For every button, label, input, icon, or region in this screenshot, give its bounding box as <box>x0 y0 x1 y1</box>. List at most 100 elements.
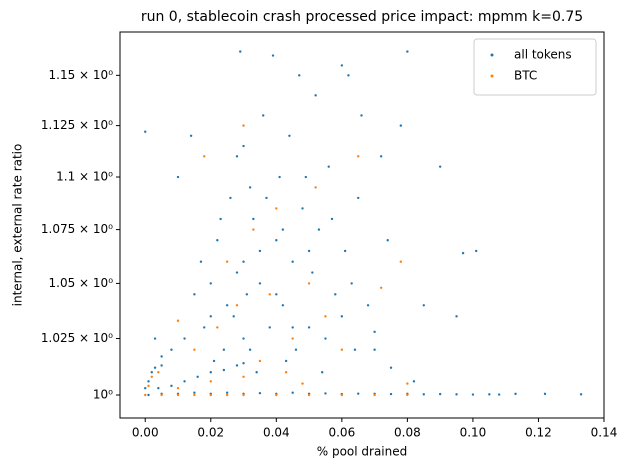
point <box>193 393 196 397</box>
point <box>150 375 153 378</box>
point <box>275 293 278 296</box>
point <box>147 380 150 383</box>
point <box>160 364 163 367</box>
point <box>176 386 180 390</box>
legend-marker <box>490 74 494 78</box>
point <box>209 380 212 383</box>
point <box>160 355 163 358</box>
point <box>147 393 150 397</box>
point <box>242 144 245 148</box>
point <box>488 393 491 396</box>
point <box>373 348 376 351</box>
point <box>258 249 262 253</box>
point <box>399 124 403 127</box>
legend-box <box>473 38 597 96</box>
point <box>222 368 226 372</box>
point <box>225 260 229 263</box>
point <box>150 371 153 374</box>
point <box>406 382 409 385</box>
point <box>455 393 458 396</box>
point <box>461 251 465 255</box>
point <box>330 217 334 221</box>
point <box>301 382 304 385</box>
y-tick-label: 1.025 × 10⁰ <box>41 331 113 345</box>
y-tick-label: 1.075 × 10⁰ <box>41 222 113 236</box>
point <box>311 271 314 274</box>
point <box>199 260 203 263</box>
x-tick-label: 0.12 <box>525 426 552 440</box>
point <box>373 330 376 334</box>
x-tick-label: 0.08 <box>394 426 421 440</box>
point <box>216 239 219 242</box>
point <box>275 239 278 242</box>
x-tick-label: 0.04 <box>263 426 290 440</box>
point <box>265 196 268 200</box>
point <box>242 375 245 378</box>
point <box>144 130 147 133</box>
point <box>307 393 311 397</box>
point <box>225 391 229 394</box>
point <box>298 74 301 77</box>
legend-marker <box>490 53 494 57</box>
point <box>389 392 393 396</box>
point <box>235 155 239 158</box>
point <box>255 371 258 374</box>
point <box>334 293 337 296</box>
point <box>153 366 157 369</box>
point <box>242 393 245 397</box>
point <box>242 260 245 263</box>
point <box>340 315 344 318</box>
point <box>216 326 219 329</box>
point <box>314 186 317 189</box>
point <box>543 392 547 396</box>
point <box>183 380 186 383</box>
y-tick-label: 1.15 × 10⁰ <box>49 68 114 82</box>
point <box>225 304 229 307</box>
point <box>209 315 212 318</box>
point <box>147 384 150 388</box>
y-tick-label: 1.05 × 10⁰ <box>49 276 114 290</box>
point <box>281 228 285 231</box>
point <box>301 207 304 210</box>
point <box>203 326 206 329</box>
point <box>235 304 239 307</box>
point <box>183 337 186 340</box>
point <box>248 348 252 351</box>
point <box>314 94 317 97</box>
point <box>320 371 324 374</box>
point <box>471 393 475 396</box>
x-tick-label: 0.14 <box>591 426 618 440</box>
point <box>176 319 180 322</box>
point <box>258 282 262 285</box>
point <box>222 348 226 351</box>
point <box>176 175 180 179</box>
point <box>353 348 357 351</box>
point <box>235 364 239 367</box>
chart-title: run 0, stablecoin crash processed price … <box>141 9 583 25</box>
legend-label: BTC <box>514 69 537 83</box>
x-tick-label: 0.10 <box>460 426 487 440</box>
point <box>399 260 403 263</box>
point <box>262 114 265 117</box>
point <box>258 359 262 363</box>
point <box>307 282 311 285</box>
point <box>284 359 288 363</box>
point <box>271 54 275 57</box>
point <box>275 393 278 397</box>
x-tick-label: 0.02 <box>197 426 224 440</box>
point <box>291 326 294 329</box>
point <box>317 228 321 231</box>
point <box>288 134 291 138</box>
point <box>196 375 199 378</box>
point <box>242 337 245 340</box>
point <box>203 155 206 158</box>
point <box>340 348 344 351</box>
point <box>252 217 255 221</box>
point <box>157 386 160 390</box>
point <box>373 393 376 397</box>
point <box>455 315 458 318</box>
x-tick-label: 0.06 <box>328 426 355 440</box>
point <box>239 50 242 53</box>
point <box>386 239 389 242</box>
point <box>252 228 255 231</box>
